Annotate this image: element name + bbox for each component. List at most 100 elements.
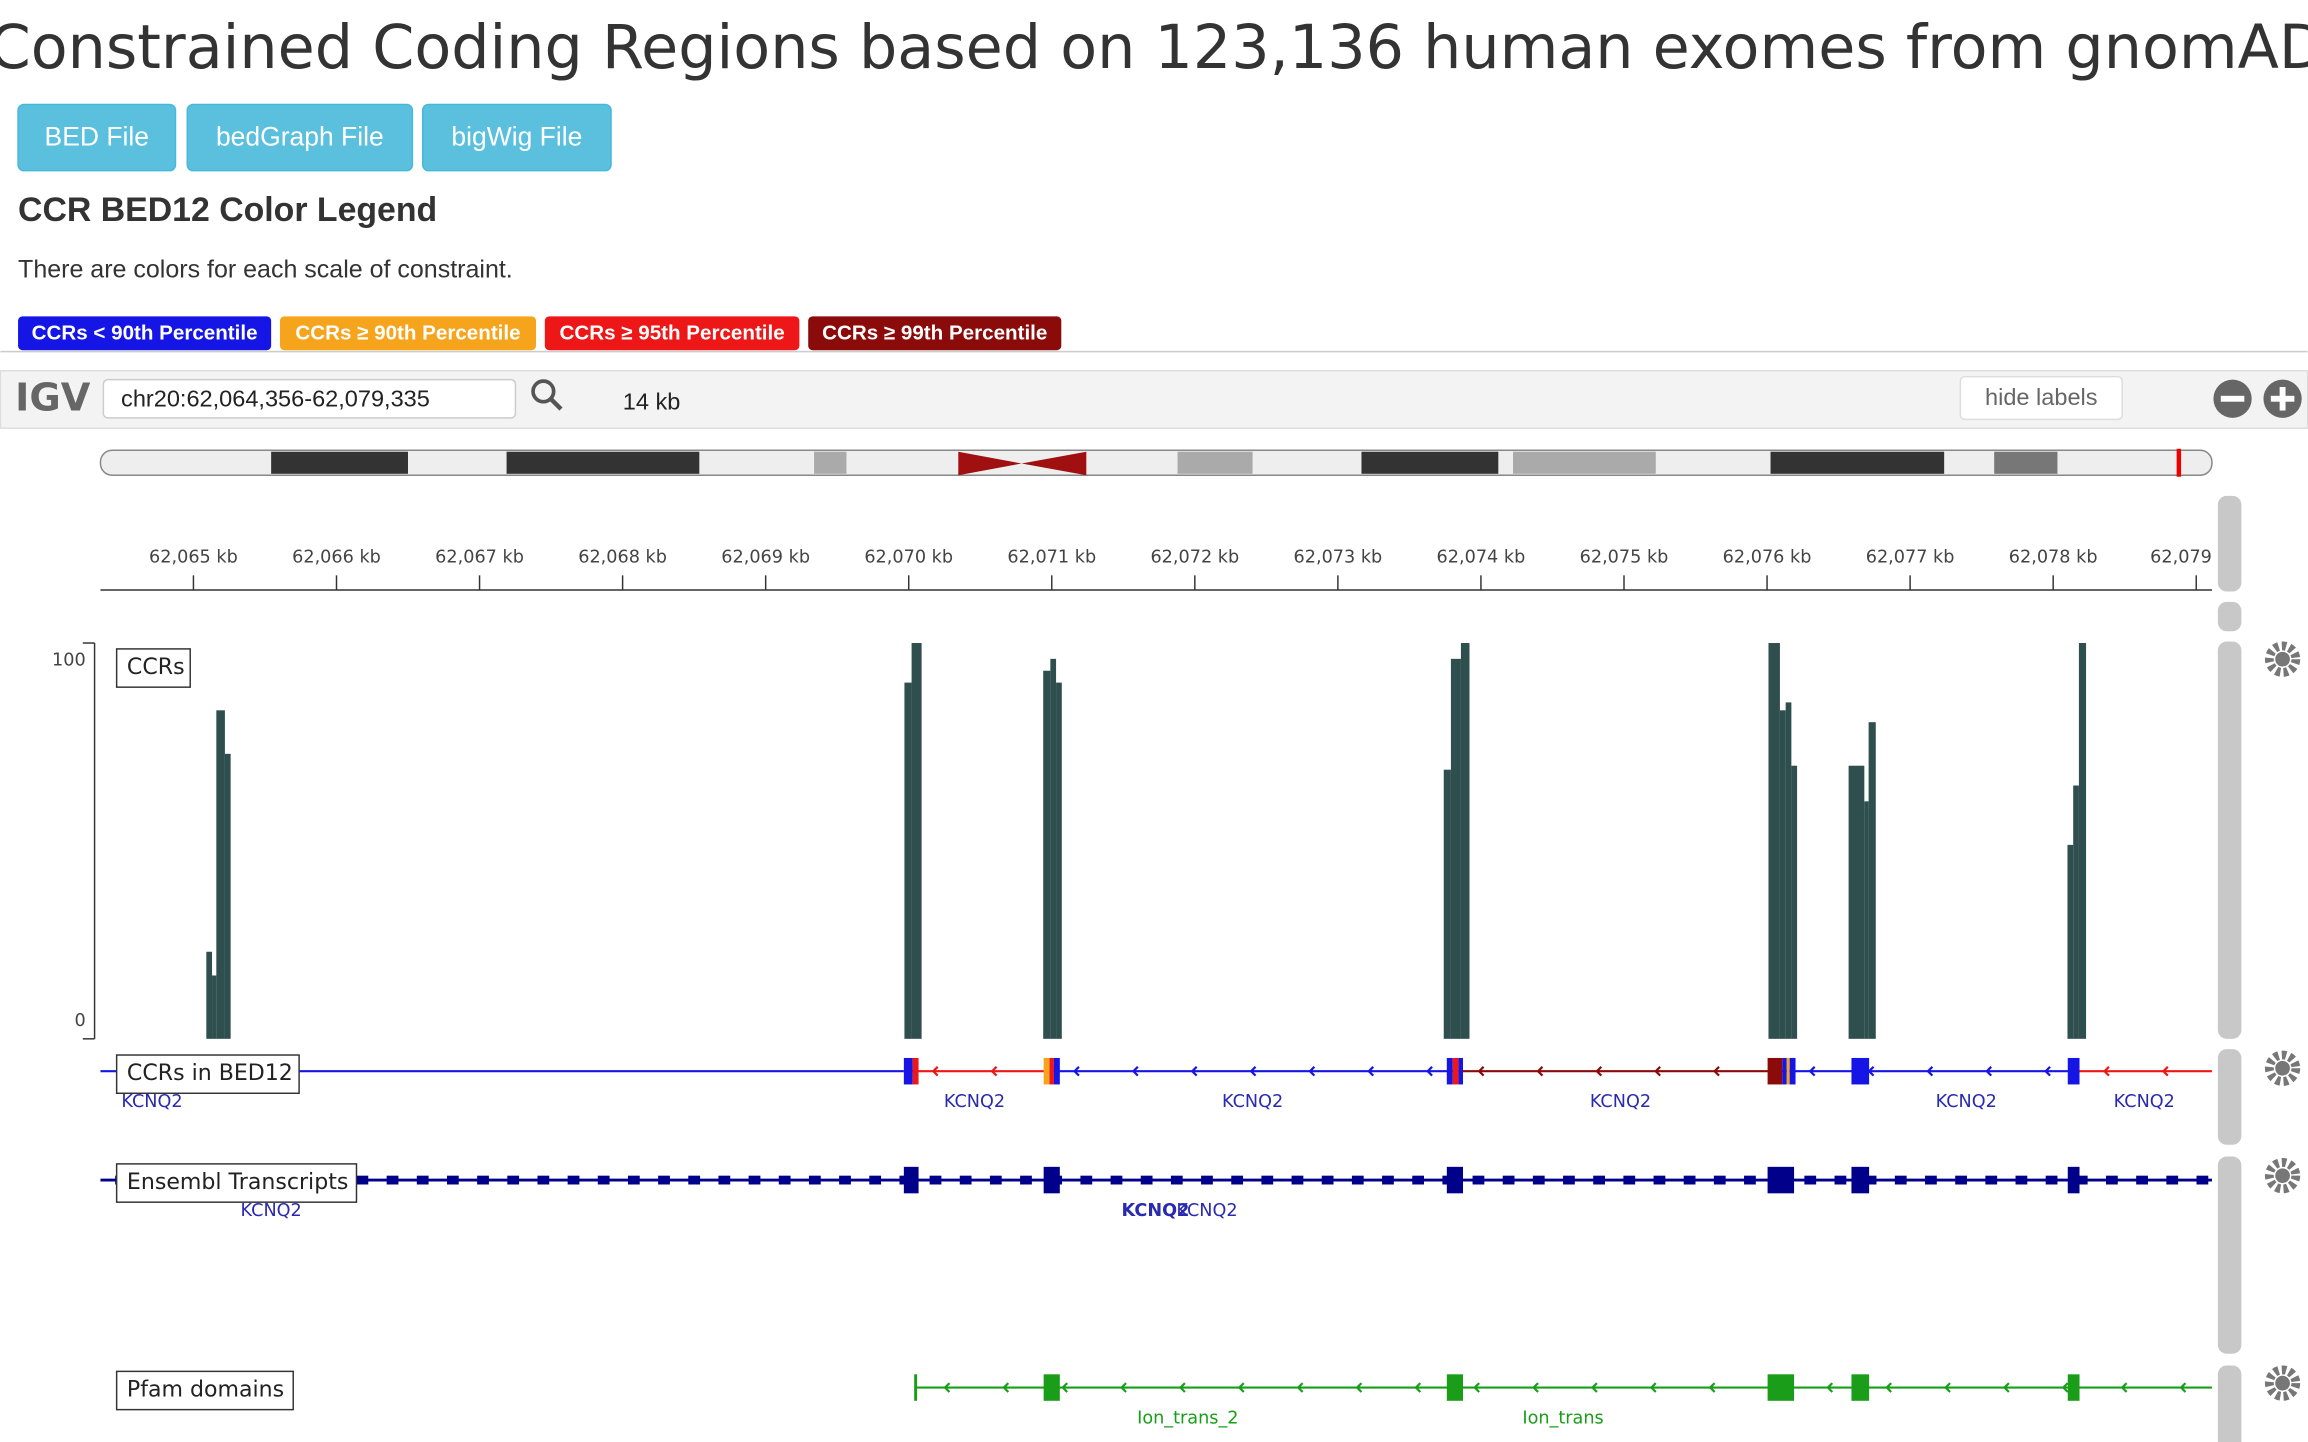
bed12-block (1851, 1057, 1870, 1085)
exon (903, 1166, 919, 1194)
utr-block (2075, 1175, 2088, 1185)
strand-arrow (1120, 1382, 1127, 1393)
track-gear[interactable] (2264, 1158, 2301, 1194)
utr-block (1170, 1175, 1183, 1185)
utr-block (929, 1175, 942, 1185)
utr-block (1291, 1175, 1304, 1185)
gene-label: KCNQ2 (1222, 1092, 1283, 1112)
utr-block (1140, 1175, 1153, 1185)
strand-arrow (1944, 1382, 1951, 1393)
strand-arrow (1308, 1066, 1316, 1077)
utr-block (2166, 1175, 2179, 1185)
utr-block (627, 1175, 640, 1185)
zoom-out[interactable] (2213, 379, 2252, 418)
strand-arrow (1654, 1066, 1661, 1077)
track-name: CCRs in BED12 (127, 1061, 293, 1086)
domain-label: Ion_trans_2 (1137, 1408, 1238, 1428)
utr-block (1925, 1175, 1937, 1185)
bed12-block (912, 1057, 919, 1085)
utr-block (356, 1175, 369, 1185)
bed12-block (1452, 1057, 1459, 1085)
y-tick-label: 0 (75, 1011, 86, 1031)
utr-block (446, 1175, 459, 1185)
strand-arrow (1713, 1066, 1720, 1077)
legend-label: CCRs ≥ 90th Percentile (295, 321, 520, 344)
ruler-tick-label: 62,065 kb (149, 548, 238, 568)
track-name-box (115, 1054, 300, 1095)
ruler-tick-label: 62,078 kb (2009, 548, 2098, 568)
gear-hub (2275, 1168, 2290, 1184)
exon (1446, 1166, 1463, 1194)
utr-block (688, 1175, 701, 1185)
bed12-block (1789, 1057, 1796, 1085)
ccr-bar (911, 643, 922, 1039)
exon (1851, 1166, 1870, 1194)
button-label: bedGraph File (216, 121, 384, 151)
band (1177, 451, 1253, 474)
band (506, 451, 700, 474)
utr-block (808, 1175, 821, 1185)
legend-badge (279, 316, 536, 351)
utr-block (1593, 1175, 1605, 1185)
y-tick-label: 100 (52, 651, 86, 671)
bed12-block (903, 1057, 913, 1085)
strand-arrow (1536, 1066, 1544, 1077)
strand-arrow (2179, 1382, 2187, 1393)
bed12-block (2067, 1057, 2080, 1085)
utr-block (567, 1175, 580, 1185)
utr-block (2136, 1175, 2148, 1185)
domain-block (1851, 1374, 1870, 1401)
zoom-in[interactable] (2263, 379, 2302, 418)
utr-block (1834, 1175, 1847, 1185)
utr-block (1351, 1175, 1364, 1185)
strand-arrow (2002, 1382, 2010, 1393)
strand-arrow (1473, 1382, 1480, 1393)
search-icon[interactable] (531, 379, 563, 411)
track-name: CCRs (127, 655, 185, 680)
domain-block (1043, 1374, 1060, 1401)
utr-block (1864, 1175, 1877, 1185)
track-gear[interactable] (2264, 1050, 2301, 1086)
utr-block (1532, 1175, 1545, 1185)
bed12-block (1043, 1057, 1050, 1085)
ccr-bar (2078, 643, 2087, 1039)
utr-block (537, 1175, 550, 1185)
igv-logo: IGV (15, 376, 91, 421)
bed12-block (1049, 1057, 1054, 1085)
track-scrollbar (2217, 495, 2242, 592)
track-name: Ensembl Transcripts (127, 1170, 348, 1195)
legend-description: There are colors for each scale of const… (18, 255, 513, 283)
ccr-bar (212, 975, 217, 1039)
strand-arrow (1826, 1382, 1834, 1393)
ccr-bar (1768, 643, 1780, 1039)
locus-input[interactable] (102, 378, 517, 419)
utr-block (1955, 1175, 1967, 1185)
strand-arrow (1808, 1066, 1816, 1077)
utr-block (1472, 1175, 1485, 1185)
utr-block (1231, 1175, 1244, 1185)
utr-block (1412, 1175, 1425, 1185)
utr-block (1744, 1175, 1756, 1185)
track-scrollbar (2217, 1365, 2242, 1442)
utr-block (1020, 1175, 1032, 1185)
track-gear[interactable] (2264, 641, 2301, 677)
utr-block (1382, 1175, 1394, 1185)
strand-arrow (1985, 1066, 1993, 1077)
utr-block (1563, 1175, 1575, 1185)
domain-block (1446, 1374, 1463, 1401)
utr-block (1713, 1175, 1726, 1185)
track-scrollbar (2217, 1156, 2242, 1354)
gear-hub (2275, 651, 2290, 667)
ccr-bar (904, 682, 912, 1039)
hide-labels-button[interactable] (1959, 375, 2123, 421)
band (1513, 451, 1656, 474)
download-button[interactable] (17, 103, 177, 172)
band (1361, 451, 1499, 474)
ruler-tick-label: 62,076 kb (1723, 548, 1812, 568)
strand-arrow (943, 1382, 951, 1393)
download-button[interactable] (186, 103, 414, 172)
download-button[interactable] (421, 103, 612, 172)
track-gear[interactable] (2264, 1365, 2301, 1401)
utr-block (1894, 1175, 1907, 1185)
